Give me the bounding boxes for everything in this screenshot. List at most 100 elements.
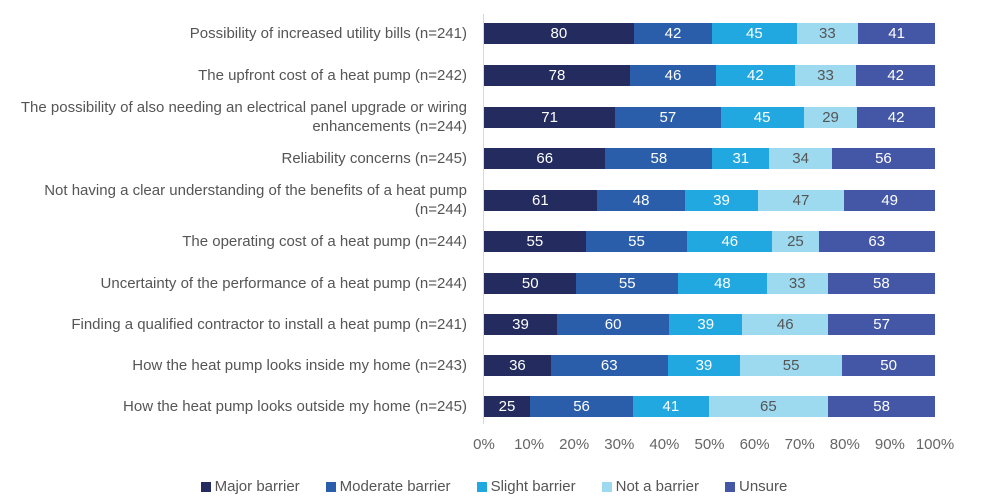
data-label: 55 [628, 233, 645, 250]
data-label: 50 [880, 357, 897, 374]
bar-segment-not-a-barrier: 34 [769, 148, 832, 169]
bar-segment-moderate-barrier: 57 [615, 107, 721, 128]
data-label: 58 [650, 150, 668, 167]
data-label: 36 [509, 357, 526, 374]
bar-row: 61 48 39 47 49 [484, 190, 935, 211]
x-tick-label: 0% [473, 436, 495, 453]
bar-segment-slight-barrier: 48 [678, 273, 767, 294]
data-label: 45 [746, 25, 763, 42]
data-label: 31 [732, 150, 750, 167]
bar-segment-slight-barrier: 45 [712, 23, 797, 44]
data-label: 33 [819, 25, 836, 42]
bar-segment-slight-barrier: 41 [633, 396, 709, 417]
bar-segment-unsure: 58 [827, 273, 935, 294]
legend-swatch-icon [325, 481, 336, 492]
data-label: 25 [498, 398, 516, 415]
data-label: 41 [662, 398, 680, 415]
x-tick-label: 80% [829, 436, 860, 453]
bar-segment-moderate-barrier: 56 [530, 396, 634, 417]
bar-segment-moderate-barrier: 55 [585, 231, 688, 252]
legend-swatch-icon [601, 481, 612, 492]
bar-row: 36 63 39 55 50 [484, 355, 935, 376]
bar-segment-unsure: 57 [828, 314, 935, 335]
bar-segment-slight-barrier: 31 [712, 148, 770, 169]
bar-row: 71 57 45 29 42 [484, 107, 935, 128]
x-tick-label: 90% [874, 436, 905, 453]
bar-segment-slight-barrier: 42 [716, 65, 795, 86]
category-axis-line [483, 14, 484, 424]
category-label: The possibility of also needing an elect… [20, 99, 467, 135]
data-label: 58 [873, 275, 890, 292]
bar-segment-major-barrier: 50 [484, 273, 577, 294]
data-label: 46 [721, 233, 739, 250]
data-label: 48 [714, 275, 731, 292]
bar-segment-unsure: 49 [844, 190, 935, 211]
data-label: 48 [632, 192, 650, 209]
bar-segment-not-a-barrier: 46 [742, 314, 829, 335]
bar-row: 66 58 31 34 56 [484, 148, 935, 169]
category-label: Reliability concerns (n=245) [281, 149, 467, 167]
bar-segment-major-barrier: 61 [484, 190, 597, 211]
legend-item: Unsure [724, 478, 787, 495]
category-label: Possibility of increased utility bills (… [189, 24, 467, 42]
bar-segment-not-a-barrier: 33 [766, 273, 828, 294]
data-label: 58 [873, 398, 890, 415]
data-label: 66 [536, 150, 554, 167]
bar-row: 55 55 46 25 63 [484, 231, 935, 252]
data-label: 56 [573, 398, 590, 415]
bar-segment-major-barrier: 78 [484, 65, 630, 86]
x-tick-label: 30% [604, 436, 635, 453]
bar-segment-not-a-barrier: 47 [757, 190, 845, 211]
bar-row: 25 56 41 65 58 [484, 396, 935, 417]
legend-label: Not a barrier [615, 478, 699, 495]
data-label: 25 [787, 233, 804, 250]
bar-segment-not-a-barrier: 33 [794, 65, 857, 86]
data-label: 49 [881, 192, 899, 209]
bar-segment-moderate-barrier: 63 [550, 355, 668, 376]
bar-segment-slight-barrier: 46 [687, 231, 773, 252]
bar-segment-unsure: 56 [831, 148, 935, 169]
legend-item: Slight barrier [476, 478, 576, 495]
bar-segment-slight-barrier: 39 [667, 355, 741, 376]
data-label: 65 [760, 398, 777, 415]
legend-swatch-icon [200, 481, 211, 492]
data-label: 39 [713, 192, 730, 209]
bar-segment-slight-barrier: 39 [669, 314, 743, 335]
data-label: 55 [618, 275, 636, 292]
data-label: 29 [822, 109, 839, 126]
x-tick-label: 70% [784, 436, 815, 453]
bar-segment-unsure: 42 [856, 65, 935, 86]
x-tick-label: 40% [649, 436, 680, 453]
bar-segment-major-barrier: 71 [484, 107, 616, 128]
data-label: 50 [521, 275, 539, 292]
data-label: 33 [817, 67, 834, 84]
data-label: 57 [659, 109, 677, 126]
bar-segment-major-barrier: 66 [484, 148, 606, 169]
bar-segment-unsure: 58 [828, 396, 935, 417]
bar-row: 50 55 48 33 58 [484, 273, 935, 294]
bar-segment-slight-barrier: 39 [685, 190, 758, 211]
data-label: 45 [753, 109, 771, 126]
bar-segment-major-barrier: 80 [484, 23, 634, 44]
category-label: Uncertainty of the performance of a heat… [100, 274, 467, 292]
bar-row: 39 60 39 46 57 [484, 314, 935, 335]
legend-label: Moderate barrier [339, 478, 451, 495]
bar-segment-not-a-barrier: 55 [740, 355, 843, 376]
legend-label: Slight barrier [490, 478, 576, 495]
bar-segment-slight-barrier: 45 [720, 107, 804, 128]
data-label: 63 [600, 357, 618, 374]
bar-segment-major-barrier: 39 [484, 314, 557, 335]
category-label: How the heat pump looks inside my home (… [132, 356, 467, 374]
x-tick-label: 50% [694, 436, 725, 453]
data-label: 39 [697, 316, 715, 333]
data-label: 47 [792, 192, 810, 209]
data-label: 63 [868, 233, 886, 250]
bar-segment-major-barrier: 36 [484, 355, 551, 376]
legend-label: Major barrier [214, 478, 300, 495]
bar-segment-not-a-barrier: 29 [803, 107, 858, 128]
data-label: 80 [550, 25, 568, 42]
data-label: 34 [792, 150, 809, 167]
category-label: Not having a clear understanding of the … [44, 182, 467, 218]
bar-segment-unsure: 63 [818, 231, 935, 252]
